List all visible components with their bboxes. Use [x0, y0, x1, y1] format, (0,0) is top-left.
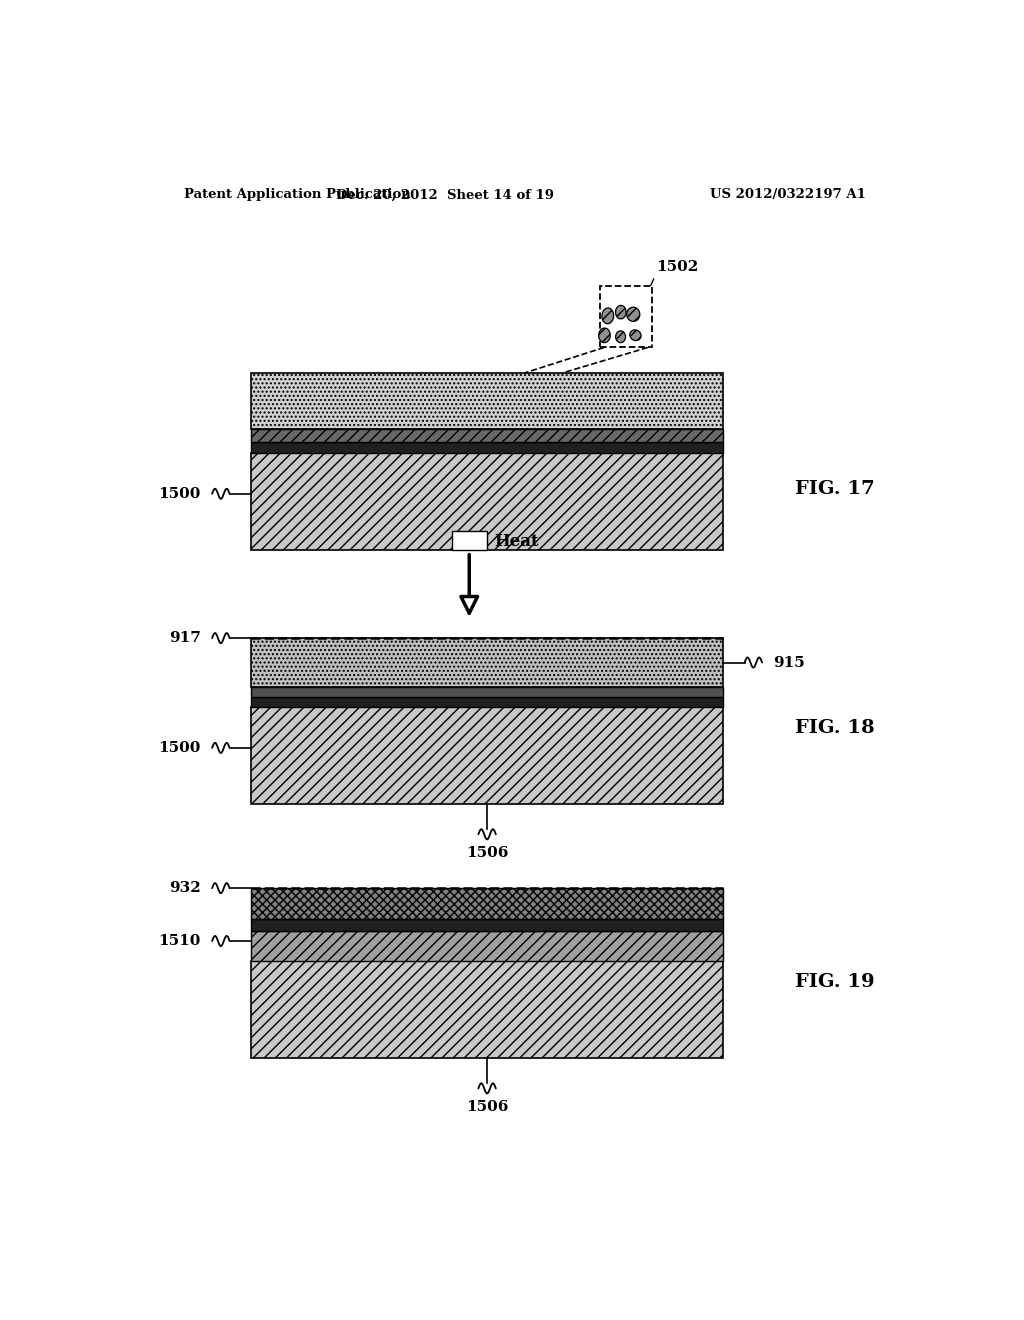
- Text: FIG. 18: FIG. 18: [795, 718, 874, 737]
- Text: 1510: 1510: [159, 935, 201, 948]
- Ellipse shape: [627, 308, 640, 322]
- Ellipse shape: [602, 308, 613, 323]
- Bar: [251, 429, 723, 442]
- Text: FIG. 17: FIG. 17: [795, 479, 874, 498]
- Bar: [251, 442, 723, 453]
- Text: Dec. 20, 2012  Sheet 14 of 19: Dec. 20, 2012 Sheet 14 of 19: [337, 189, 554, 202]
- Bar: [452, 532, 486, 549]
- Bar: [251, 372, 723, 429]
- Text: 1500: 1500: [159, 741, 201, 755]
- Ellipse shape: [630, 330, 641, 341]
- Ellipse shape: [615, 305, 626, 319]
- Bar: [251, 961, 723, 1057]
- Bar: [251, 686, 723, 697]
- Text: 1506: 1506: [466, 1100, 508, 1114]
- Ellipse shape: [615, 331, 626, 343]
- Bar: [251, 453, 723, 549]
- Bar: [251, 638, 723, 686]
- Text: 1502: 1502: [655, 260, 698, 275]
- Text: Patent Application Publication: Patent Application Publication: [183, 189, 411, 202]
- Bar: [251, 708, 723, 804]
- Bar: [251, 888, 723, 919]
- Text: Heat: Heat: [495, 533, 540, 550]
- Text: 915: 915: [773, 656, 805, 669]
- Bar: [251, 697, 723, 708]
- Ellipse shape: [599, 329, 610, 343]
- Text: 1506: 1506: [466, 846, 508, 859]
- Text: 917: 917: [169, 631, 201, 645]
- Bar: [600, 286, 651, 347]
- Text: 1500: 1500: [159, 487, 201, 500]
- Text: FIG. 19: FIG. 19: [795, 973, 874, 991]
- Text: 932: 932: [169, 882, 201, 895]
- Bar: [251, 931, 723, 961]
- Text: US 2012/0322197 A1: US 2012/0322197 A1: [711, 189, 866, 202]
- Bar: [251, 919, 723, 931]
